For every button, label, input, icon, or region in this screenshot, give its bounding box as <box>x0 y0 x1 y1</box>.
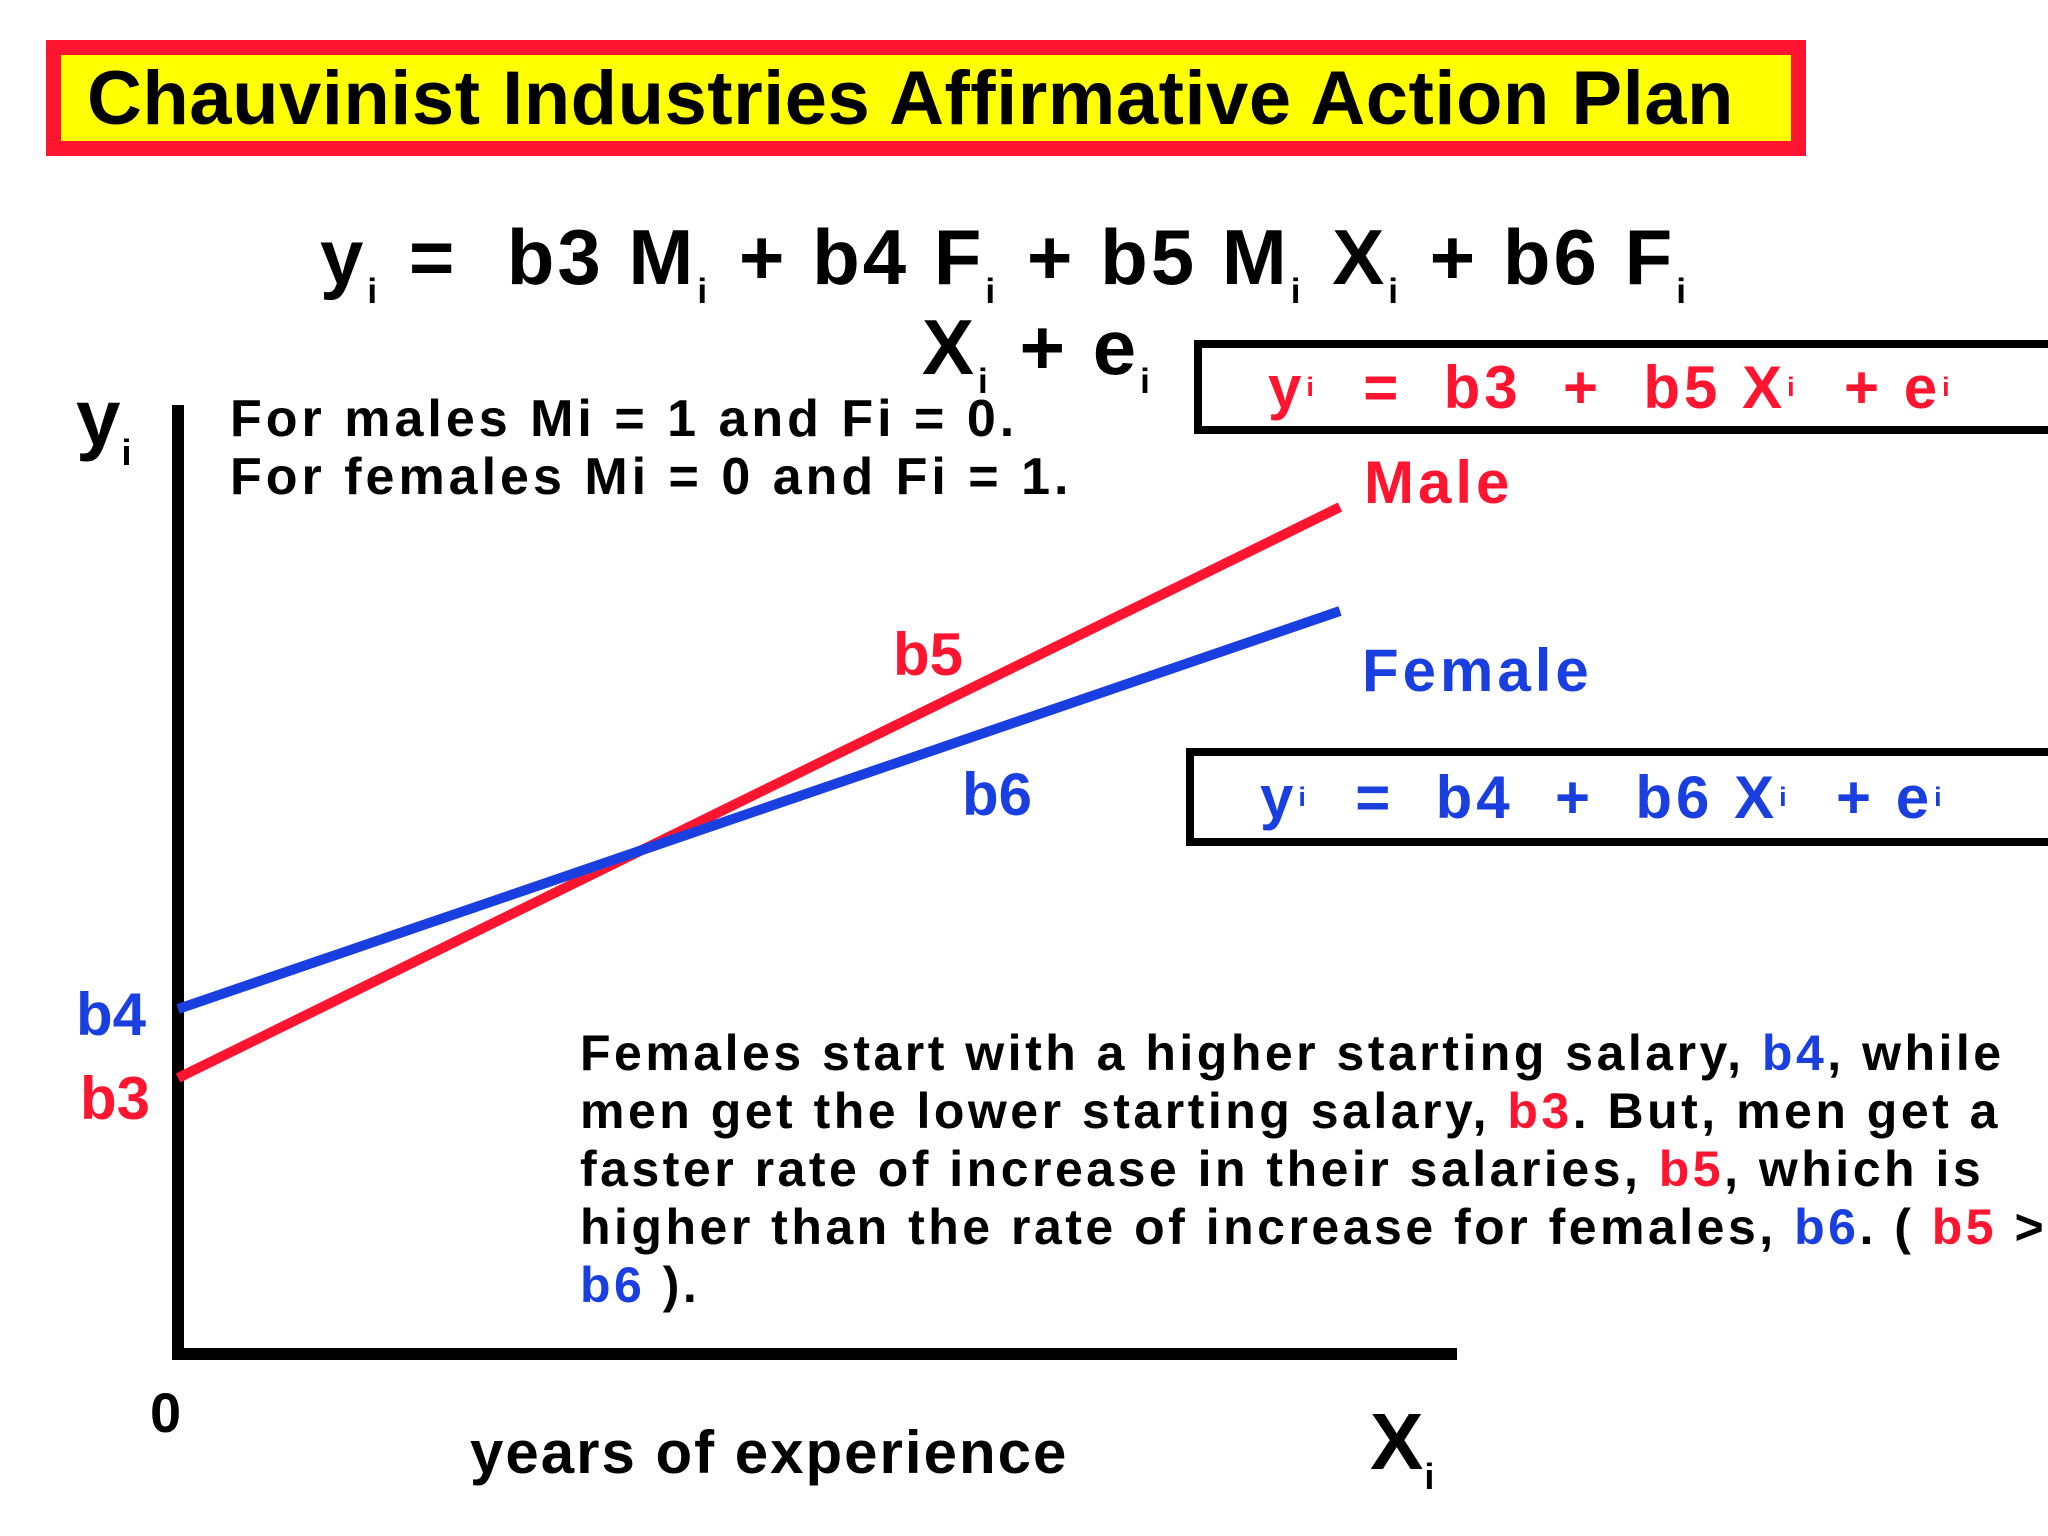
origin-label: 0 <box>150 1381 182 1444</box>
b4-intercept-label: b4 <box>76 981 147 1048</box>
male-label: Male <box>1364 449 1514 516</box>
x-axis-title: years of experience <box>470 1419 1069 1486</box>
main-equation-line2: Xi + ei <box>922 303 1153 402</box>
title-banner: Chauvinist Industries Affirmative Action… <box>46 40 1806 156</box>
y-axis-label: yi <box>76 373 132 473</box>
female-label: Female <box>1362 637 1593 704</box>
b5-slope-label: b5 <box>893 621 964 688</box>
main-equation-line1: yi = b3 Mi + b4 Fi + b5 Mi Xi + b6 Fi <box>320 213 1689 312</box>
male-line <box>175 502 1343 1083</box>
b3-intercept-label: b3 <box>80 1065 151 1132</box>
b6-slope-label: b6 <box>962 761 1033 828</box>
x-axis-label: Xi <box>1370 1397 1435 1497</box>
note-females: For females Mi = 0 and Fi = 1. <box>230 448 1073 506</box>
note-males: For males Mi = 1 and Fi = 0. <box>230 390 1019 448</box>
female-line <box>176 606 1342 1014</box>
explanation-paragraph: Females start with a higher starting sal… <box>580 1025 2048 1313</box>
page-title: Chauvinist Industries Affirmative Action… <box>61 55 1791 141</box>
